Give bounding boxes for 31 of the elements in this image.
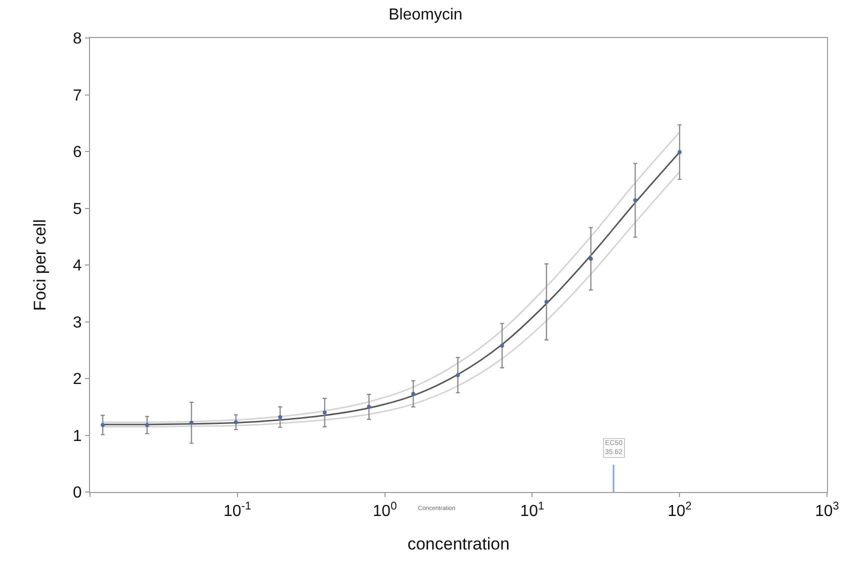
point (411, 392, 416, 396)
y-tick-label: 6 (72, 144, 82, 162)
point (500, 344, 504, 348)
x-tick-label: 10$^{-1}$ (224, 500, 252, 520)
x-tick-label: 10$^{1}$ (520, 500, 544, 520)
x-tick-label: 10$^{0}$ (372, 500, 397, 520)
point (456, 373, 460, 378)
x-tick-label: 10$^{3}$ (814, 500, 840, 520)
y-tick-label: 3 (72, 314, 82, 332)
point (100, 423, 105, 428)
point (278, 415, 282, 420)
point (366, 404, 371, 409)
y-tick-label: 0 (72, 484, 82, 502)
point (322, 410, 327, 415)
point (234, 420, 238, 424)
y-tick-label: 1 (72, 428, 82, 445)
y-tick-label: 7 (72, 87, 82, 104)
y-tick-label: 4 (72, 258, 82, 275)
point (145, 423, 150, 428)
point (678, 150, 682, 154)
y-tick-label: 2 (72, 371, 82, 388)
chart-title: Bleomycin (388, 6, 462, 24)
point (588, 256, 593, 261)
y-tick-label: 5 (72, 200, 82, 218)
y-axis-title: Foci per cell (30, 219, 50, 311)
point (633, 198, 638, 202)
x-tick-label: 10$^{2}$ (668, 500, 692, 520)
point (544, 300, 548, 304)
point (189, 420, 194, 425)
x-axis-title: concentration (407, 534, 510, 554)
y-tick-label: 8 (72, 30, 82, 48)
